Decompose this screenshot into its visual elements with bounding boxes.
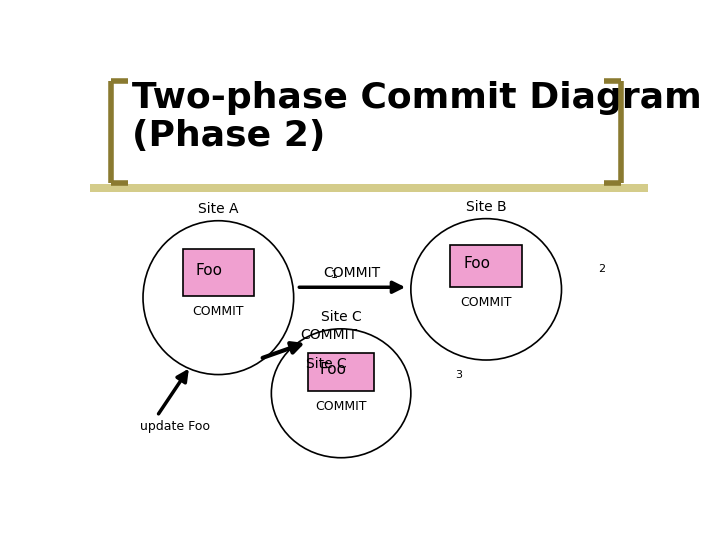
Text: Two-phase Commit Diagram
(Phase 2): Two-phase Commit Diagram (Phase 2) xyxy=(132,82,701,153)
Text: 1: 1 xyxy=(330,270,338,280)
Ellipse shape xyxy=(143,221,294,375)
Text: Site C: Site C xyxy=(306,356,347,370)
Text: COMMIT: COMMIT xyxy=(315,400,367,413)
FancyBboxPatch shape xyxy=(308,353,374,391)
Bar xyxy=(90,184,648,192)
Text: Site B: Site B xyxy=(466,200,506,214)
Ellipse shape xyxy=(411,219,562,360)
Text: Foo: Foo xyxy=(463,256,490,272)
FancyBboxPatch shape xyxy=(183,249,254,295)
Text: COMMIT: COMMIT xyxy=(460,296,512,309)
Text: Foo: Foo xyxy=(195,262,222,278)
Text: Site C: Site C xyxy=(320,310,361,324)
Text: 3: 3 xyxy=(455,370,462,380)
Text: Site A: Site A xyxy=(198,202,238,216)
Text: COMMIT: COMMIT xyxy=(192,305,244,318)
Ellipse shape xyxy=(271,329,411,458)
Text: COMMIT: COMMIT xyxy=(324,266,381,280)
Text: COMMIT: COMMIT xyxy=(300,328,358,342)
Text: Foo: Foo xyxy=(320,362,347,377)
FancyBboxPatch shape xyxy=(451,245,522,287)
Text: update Foo: update Foo xyxy=(140,420,210,433)
Text: 2: 2 xyxy=(598,264,606,274)
